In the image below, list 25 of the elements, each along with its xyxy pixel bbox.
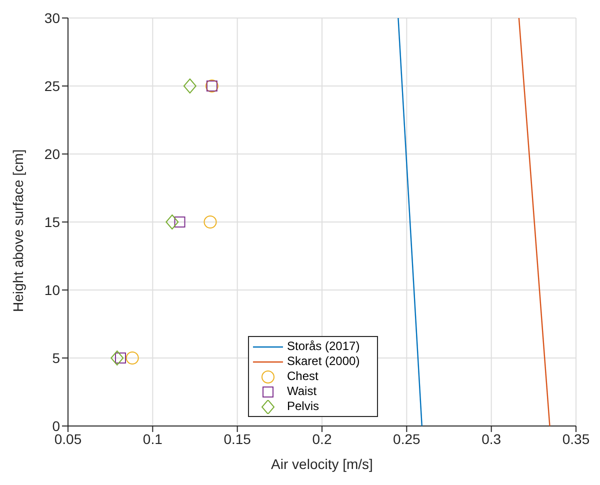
legend-label: Chest xyxy=(287,369,318,384)
y-axis-title: Height above surface [cm] xyxy=(10,149,26,312)
legend-label: Waist xyxy=(287,384,317,399)
x-tick-label: 0.1 xyxy=(142,430,163,447)
point xyxy=(166,214,179,230)
legend-label: Pelvis xyxy=(287,399,320,414)
x-tick-label: 0.2 xyxy=(312,430,332,447)
legend-label: Skaret (2000) xyxy=(287,354,360,369)
point xyxy=(204,216,217,228)
x-tick-label: 0.35 xyxy=(562,430,590,447)
y-tick-label: 20 xyxy=(44,146,60,162)
y-tick-label: 5 xyxy=(52,350,60,366)
legend-label: Storås (2017) xyxy=(287,339,360,354)
point xyxy=(174,216,186,228)
point xyxy=(126,352,139,364)
y-tick-label: 15 xyxy=(44,214,60,230)
y-tick-label: 10 xyxy=(44,282,60,298)
x-tick-label: 0.3 xyxy=(482,430,502,447)
x-axis-title: Air velocity [m/s] xyxy=(271,456,373,472)
x-tick-label: 0.25 xyxy=(393,430,421,447)
y-tick-label: 30 xyxy=(44,10,60,26)
x-tick-label: 0.15 xyxy=(224,430,252,447)
point xyxy=(183,78,196,94)
point xyxy=(110,350,124,366)
y-tick-label: 25 xyxy=(44,78,60,94)
